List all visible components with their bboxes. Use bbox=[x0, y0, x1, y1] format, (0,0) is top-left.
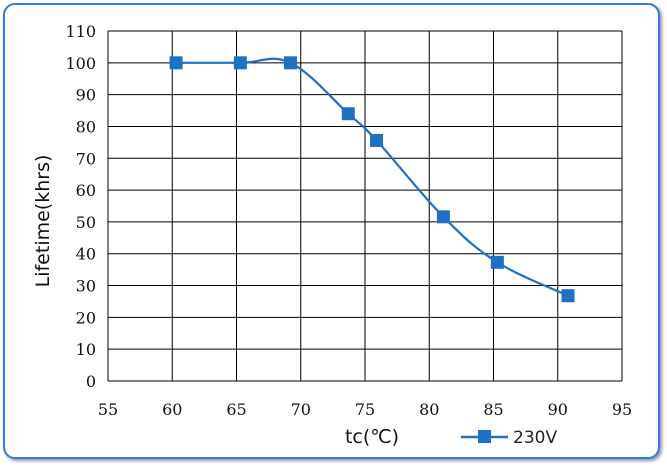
y-tick-labels: 0 10 20 30 40 50 60 70 80 90 100 110 bbox=[65, 22, 96, 391]
x-tick-label: 65 bbox=[226, 400, 246, 419]
data-point bbox=[283, 56, 297, 70]
x-tick-label: 95 bbox=[612, 400, 632, 419]
data-point bbox=[490, 255, 504, 269]
data-point bbox=[341, 107, 355, 121]
y-tick-label: 100 bbox=[65, 54, 96, 73]
y-tick-label: 110 bbox=[65, 22, 96, 41]
grid bbox=[107, 30, 623, 382]
x-tick-label: 80 bbox=[419, 400, 439, 419]
y-tick-label: 40 bbox=[76, 245, 96, 264]
y-tick-label: 50 bbox=[76, 213, 96, 232]
data-point bbox=[370, 133, 384, 147]
x-tick-labels: 55 60 65 70 75 80 85 90 95 bbox=[98, 400, 632, 419]
x-tick-label: 70 bbox=[291, 400, 311, 419]
data-point bbox=[561, 289, 575, 303]
x-tick-label: 75 bbox=[355, 400, 375, 419]
y-tick-label: 70 bbox=[76, 149, 96, 168]
legend-label: 230V bbox=[513, 428, 557, 448]
y-tick-label: 0 bbox=[86, 372, 96, 391]
data-point bbox=[436, 210, 450, 224]
x-tick-label: 90 bbox=[548, 400, 568, 419]
x-tick-label: 60 bbox=[162, 400, 182, 419]
x-tick-label: 55 bbox=[98, 400, 118, 419]
x-tick-label: 85 bbox=[483, 400, 503, 419]
legend-marker bbox=[478, 430, 491, 443]
y-tick-label: 60 bbox=[76, 181, 96, 200]
data-point bbox=[233, 56, 247, 70]
y-tick-label: 80 bbox=[76, 117, 96, 136]
series bbox=[169, 56, 575, 303]
y-axis-label: Lifetime(khrs) bbox=[32, 155, 54, 288]
y-tick-label: 90 bbox=[76, 86, 96, 105]
x-axis-label: tc(℃) bbox=[345, 426, 399, 448]
y-tick-label: 20 bbox=[76, 308, 96, 327]
y-tick-label: 30 bbox=[76, 277, 96, 296]
data-point bbox=[169, 56, 183, 70]
legend: 230V bbox=[461, 428, 557, 448]
chart-frame bbox=[3, 3, 660, 459]
y-tick-label: 10 bbox=[76, 340, 96, 359]
